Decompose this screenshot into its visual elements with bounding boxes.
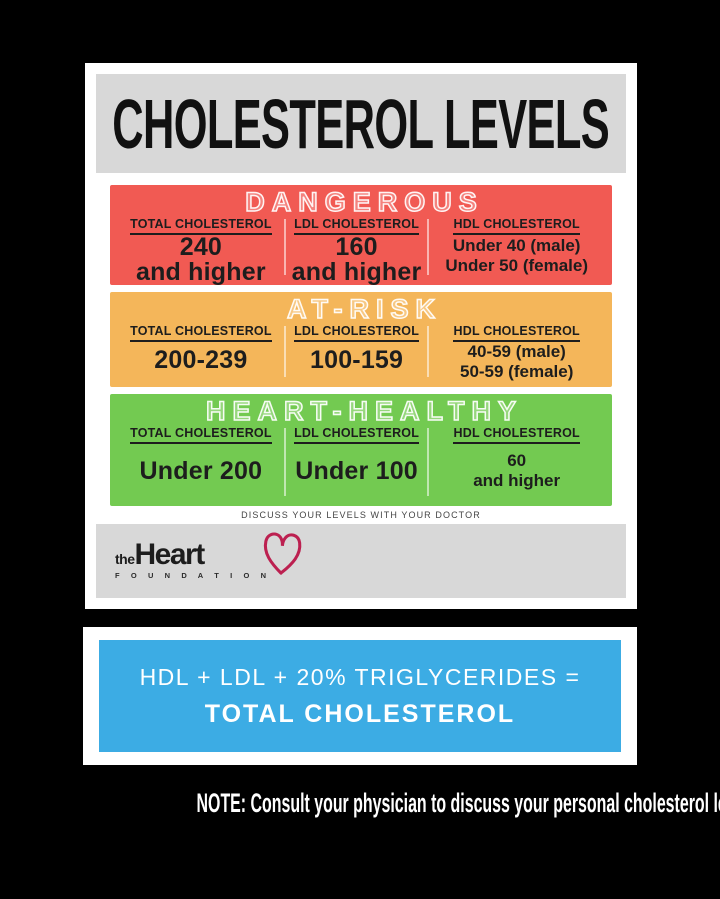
value-line: and higher — [473, 471, 561, 491]
band-dangerous-label: DANGEROUS — [244, 187, 484, 218]
value-line: 100-159 — [309, 346, 404, 375]
logo-name: Heart — [134, 538, 206, 571]
column-header-hdl-cholesterol: HDL CHOLESTEROL — [453, 426, 580, 444]
discuss-levels-note: DISCUSS YOUR LEVELS WITH YOUR DOCTOR — [241, 510, 481, 520]
column-header-total-cholesterol: TOTAL CHOLESTEROL — [130, 217, 272, 235]
band-heart-healthy: HEART-HEALTHY TOTAL CHOLESTEROL Under 20… — [110, 394, 612, 506]
value-line: Under 100 — [295, 456, 418, 485]
value-line: and higher — [291, 258, 422, 287]
value-line: 200-239 — [154, 346, 248, 375]
cell-value: 60 and higher — [473, 444, 560, 499]
value-line: Under 200 — [139, 456, 263, 485]
band-dangerous: DANGEROUS TOTAL CHOLESTEROL 240 and high… — [110, 185, 612, 285]
cell-dangerous-total: TOTAL CHOLESTEROL 240 and higher — [118, 217, 284, 285]
cell-dangerous-ldl: LDL CHOLESTEROL 160 and higher — [286, 217, 427, 285]
cell-atrisk-total: TOTAL CHOLESTEROL 200-239 — [118, 324, 284, 380]
logo-text-block: the Heart F O U N D A T I O N — [115, 538, 271, 580]
cell-value: 40-59 (male) 50-59 (female) — [460, 342, 573, 383]
column-header-hdl-cholesterol: HDL CHOLESTEROL — [453, 324, 580, 342]
column-divider — [426, 219, 430, 275]
value-line: 60 — [507, 451, 527, 470]
band-heart-healthy-label: HEART-HEALTHY — [205, 396, 523, 427]
page-title: CHOLESTEROL LEVELS — [112, 84, 610, 163]
cell-value: 200-239 — [154, 342, 247, 380]
cell-value: 240 and higher — [135, 232, 266, 287]
column-header-total-cholesterol: TOTAL CHOLESTEROL — [130, 324, 272, 342]
column-header-hdl-cholesterol: HDL CHOLESTEROL — [453, 217, 580, 235]
formula-panel: HDL + LDL + 20% TRIGLYCERIDES = TOTAL CH… — [83, 627, 637, 765]
column-divider — [426, 326, 430, 377]
card-footer: the Heart F O U N D A T I O N — [96, 524, 626, 598]
band-dangerous-columns: TOTAL CHOLESTEROL 240 and higher LDL CHO… — [118, 217, 604, 285]
cholesterol-levels-card: CHOLESTEROL LEVELS DANGEROUS TOTAL CHOLE… — [85, 63, 637, 609]
logo-prefix: the — [115, 551, 135, 567]
band-at-risk: AT-RISK TOTAL CHOLESTEROL 200-239 LDL CH… — [110, 292, 612, 387]
value-line: 160 — [335, 232, 378, 261]
column-divider — [283, 219, 287, 275]
levels-table: DANGEROUS TOTAL CHOLESTEROL 240 and high… — [96, 173, 626, 524]
cell-atrisk-hdl: HDL CHOLESTEROL 40-59 (male) 50-59 (fema… — [429, 324, 604, 383]
value-line: Under 50 (female) — [445, 256, 589, 276]
logo-subtitle: F O U N D A T I O N — [115, 570, 271, 580]
band-at-risk-label: AT-RISK — [286, 294, 442, 325]
formula-result: TOTAL CHOLESTEROL — [204, 699, 516, 728]
card-title-bar: CHOLESTEROL LEVELS — [96, 74, 626, 173]
column-divider — [426, 428, 430, 496]
value-line: and higher — [135, 258, 266, 287]
band-heart-healthy-columns: TOTAL CHOLESTEROL Under 200 LDL CHOLESTE… — [118, 426, 604, 499]
cell-atrisk-ldl: LDL CHOLESTEROL 100-159 — [286, 324, 427, 380]
cell-healthy-ldl: LDL CHOLESTEROL Under 100 — [286, 426, 427, 499]
value-line: 240 — [179, 232, 223, 261]
heart-outline-icon — [263, 532, 301, 575]
cell-value: Under 200 — [140, 444, 263, 499]
cell-value: Under 40 (male) Under 50 (female) — [445, 235, 588, 278]
column-header-ldl-cholesterol: LDL CHOLESTEROL — [294, 324, 420, 342]
cell-dangerous-hdl: HDL CHOLESTEROL Under 40 (male) Under 50… — [429, 217, 604, 278]
value-line: Under 40 (male) — [452, 236, 581, 255]
value-line: 40-59 (male) — [467, 341, 566, 361]
logo-wordmark: the Heart — [115, 538, 271, 571]
physician-note-text: NOTE: Consult your physician to discuss … — [196, 788, 720, 818]
heart-foundation-logo: the Heart F O U N D A T I O N — [115, 532, 305, 581]
column-divider — [283, 428, 287, 496]
formula-box: HDL + LDL + 20% TRIGLYCERIDES = TOTAL CH… — [99, 640, 621, 752]
cell-value: Under 100 — [295, 444, 418, 499]
value-line: 50-59 (female) — [459, 362, 574, 382]
band-at-risk-columns: TOTAL CHOLESTEROL 200-239 LDL CHOLESTERO… — [118, 324, 604, 383]
column-header-total-cholesterol: TOTAL CHOLESTEROL — [130, 426, 272, 444]
column-divider — [283, 326, 287, 377]
formula-equation: HDL + LDL + 20% TRIGLYCERIDES = — [139, 663, 581, 690]
cell-value: 100-159 — [310, 342, 403, 380]
physician-note: NOTE: Consult your physician to discuss … — [0, 788, 720, 819]
cell-value: 160 and higher — [291, 232, 422, 287]
column-header-ldl-cholesterol: LDL CHOLESTEROL — [294, 426, 420, 444]
cell-healthy-hdl: HDL CHOLESTEROL 60 and higher — [429, 426, 604, 499]
column-header-ldl-cholesterol: LDL CHOLESTEROL — [294, 217, 420, 235]
cell-healthy-total: TOTAL CHOLESTEROL Under 200 — [118, 426, 284, 499]
